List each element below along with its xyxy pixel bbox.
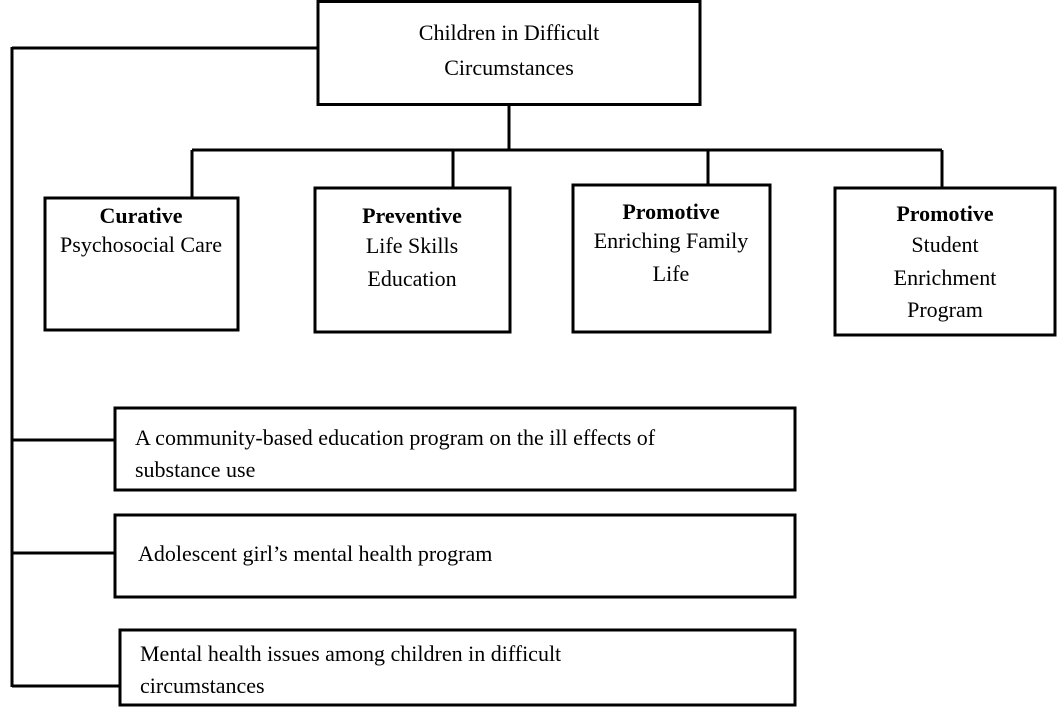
node-title: Preventive [362,203,462,228]
node-box [313,186,512,334]
root-label: Children in Difficult [419,20,599,45]
node-box [571,183,772,334]
note-label: Adolescent girl’s mental health program [138,541,492,566]
node-label: Education [367,266,456,291]
node-label: Psychosocial Care [60,232,222,257]
node-label: Life Skills [366,233,458,258]
node-label: Program [907,297,983,322]
root-box [316,0,702,106]
node-label: Student [911,232,978,257]
node-title: Promotive [622,199,720,224]
connectors [10,46,944,688]
node-box [833,186,1057,337]
node-box [43,196,240,332]
note-label: substance use [135,457,255,482]
node-label: Enriching Family [594,228,749,253]
root-label: Circumstances [444,55,574,80]
note-box [113,406,797,492]
note-box [118,628,797,707]
node-title: Promotive [896,201,994,226]
node-title: Curative [99,203,182,228]
note-label: circumstances [140,673,265,698]
node-label: Enrichment [894,265,997,290]
node-label: Life [653,261,690,286]
note-label: Mental health issues among children in d… [140,641,561,666]
note-box [113,513,797,599]
note-label: A community-based education program on t… [135,425,656,450]
